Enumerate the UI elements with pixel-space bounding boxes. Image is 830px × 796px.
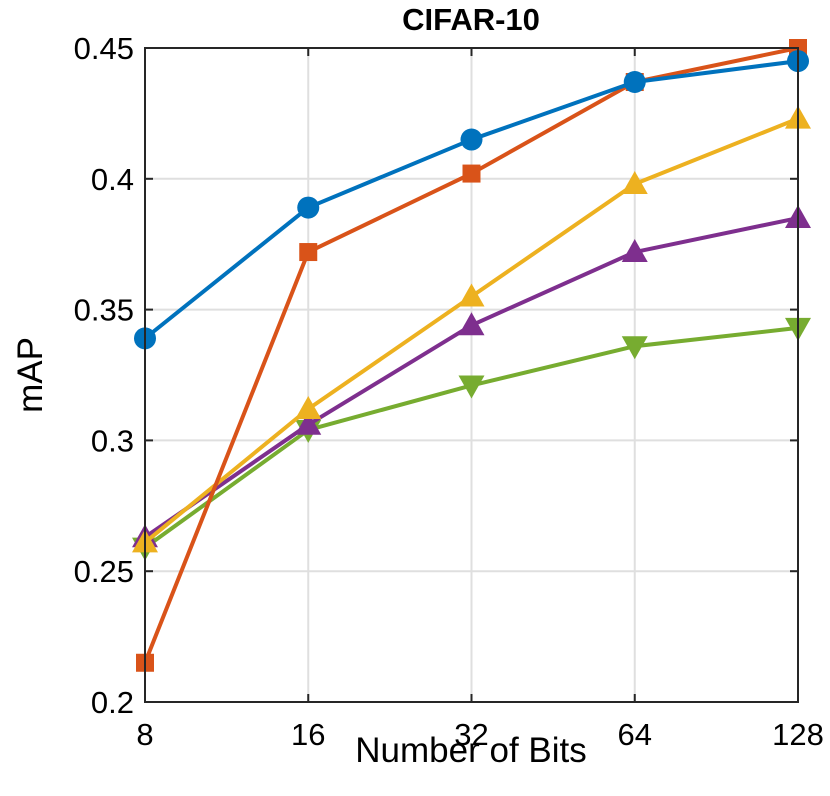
data-point <box>458 312 485 336</box>
data-point <box>462 164 481 183</box>
y-tick-label: 0.35 <box>74 293 134 328</box>
data-point <box>295 411 322 435</box>
data-point <box>623 71 646 94</box>
data-point <box>621 171 648 195</box>
data-point <box>460 128 483 151</box>
x-tick-label: 32 <box>454 717 488 752</box>
data-point <box>299 243 318 262</box>
grid <box>145 48 798 702</box>
series-layer <box>132 39 811 672</box>
x-tick-label: 128 <box>772 717 824 752</box>
y-tick-label: 0.3 <box>91 423 134 458</box>
y-tick-label: 0.25 <box>74 554 134 589</box>
axes: 8 16 32 64 128 0.2 0.25 0.3 0.35 0.4 0.45 <box>74 31 824 752</box>
data-point <box>458 375 485 399</box>
data-point <box>458 283 485 307</box>
x-axis-label: Number of Bits <box>355 731 586 770</box>
x-tick-label: 8 <box>136 717 153 752</box>
series-blue <box>134 50 809 350</box>
y-tick-label: 0.4 <box>91 162 134 197</box>
data-point <box>621 239 648 263</box>
data-point <box>297 196 320 219</box>
x-tick-label: 16 <box>291 717 325 752</box>
data-point <box>621 336 648 360</box>
y-tick-label: 0.45 <box>74 31 134 66</box>
x-tick-label: 64 <box>618 717 652 752</box>
y-axis-label: mAP <box>11 337 50 413</box>
y-tick-label: 0.2 <box>91 685 134 720</box>
chart-title: CIFAR-10 <box>402 2 540 37</box>
data-point <box>295 396 322 420</box>
